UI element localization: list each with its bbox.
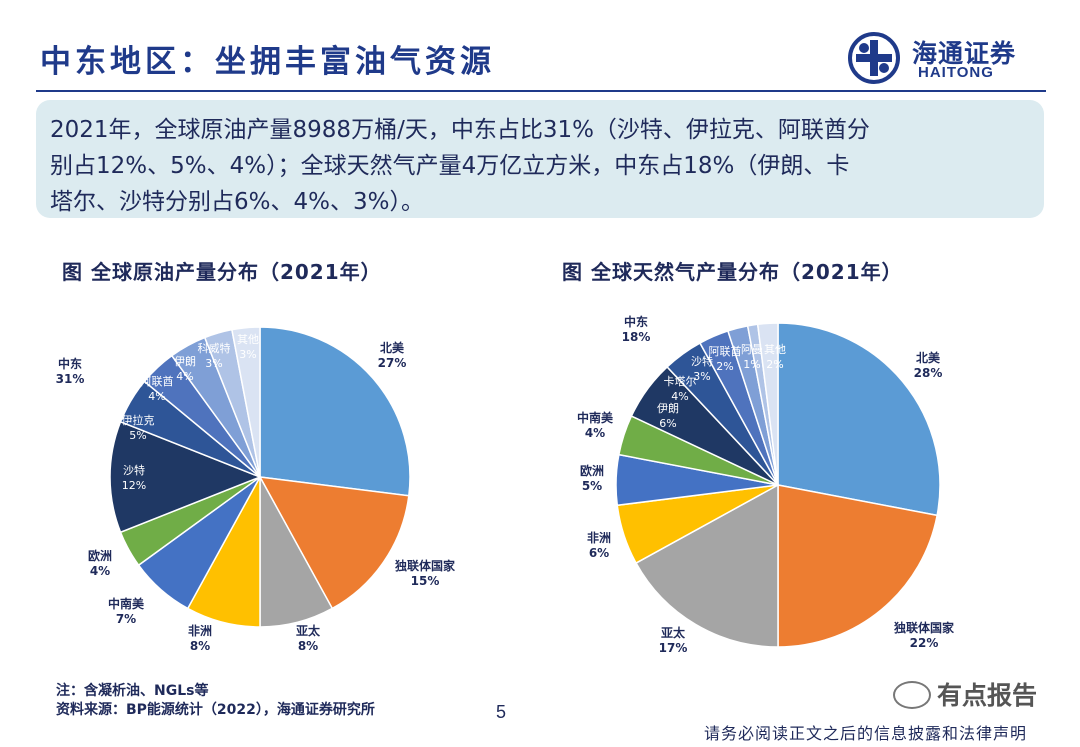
chart1-label-11: 其他 3% — [237, 333, 259, 361]
chart1-slice-6 — [109, 420, 263, 534]
chart2-label-8: 沙特 3% — [691, 354, 713, 383]
chart2-label-2: 亚太 17% — [659, 625, 688, 655]
company-logo: 海通证券 HAITONG — [846, 30, 1046, 86]
chart2-slice-0 — [777, 322, 941, 517]
summary-box: 2021年，全球原油产量8988万桶/天，中东占比31%（沙特、伊拉克、阿联酋分… — [36, 100, 1044, 218]
chart2-label-4: 欧洲 5% — [580, 463, 604, 493]
source-note: 资料来源：BP能源统计（2022），海通证券研究所 — [56, 702, 375, 718]
chart1-label-7: 伊拉克 5% — [122, 413, 155, 442]
logo-text-en: HAITONG — [918, 64, 994, 81]
summary-line-3: 塔尔、沙特分别占6%、4%、3%）。 — [50, 189, 424, 215]
chart2-group-label: 中东 18% — [622, 314, 651, 344]
footnote: 注：含凝析油、NGLs等 — [56, 683, 209, 699]
summary-line-2: 别占12%、5%、4%）；全球天然气产量4万亿立方米，中东占18%（伊朗、卡 — [50, 153, 850, 179]
chart1-label-5: 欧洲 4% — [88, 548, 112, 578]
chart1-label-10: 科威特 3% — [198, 341, 231, 370]
chart1-label-6: 沙特 12% — [122, 463, 146, 492]
chart2-label-1: 独联体国家 22% — [893, 620, 955, 650]
oil-chart-title: 图 全球原油产量分布（2021年） — [62, 260, 382, 284]
gas-chart-title: 图 全球天然气产量分布（2021年） — [562, 260, 903, 284]
chart1-label-2: 亚太 8% — [296, 623, 321, 653]
chart1-label-8: 阿联酋 4% — [141, 374, 174, 403]
chart1-label-1: 独联体国家 15% — [394, 558, 456, 588]
logo-text-cn: 海通证券 — [912, 39, 1017, 68]
haitong-logo-icon — [848, 32, 900, 84]
title-divider — [36, 90, 1046, 92]
chart2-label-9: 阿联酋 2% — [709, 344, 742, 373]
chart2-label-6: 伊朗 6% — [657, 402, 679, 430]
chart2-label-0: 北美 28% — [914, 350, 943, 380]
chart2-slice-1 — [777, 484, 939, 648]
chart2-label-3: 非洲 6% — [587, 530, 611, 560]
watermark-text: 有点报告 — [937, 681, 1038, 710]
chart1-group-label: 中东 31% — [56, 356, 85, 386]
chart2-label-7: 卡塔尔 4% — [664, 375, 697, 403]
chart1-label-4: 中南美 7% — [108, 596, 145, 626]
chart2-label-10: 阿曼 1% — [741, 343, 763, 371]
chart2-label-11: 其他 2% — [764, 343, 786, 371]
chat-bubble-icon — [893, 681, 931, 709]
page-number: 5 — [496, 702, 507, 722]
chart1-slice-0 — [259, 326, 411, 497]
chart1-label-0: 北美 27% — [378, 340, 407, 370]
chart1-label-3: 非洲 8% — [188, 623, 212, 653]
chart1-label-9: 伊朗 4% — [174, 355, 196, 383]
chart1-slice-11 — [231, 326, 261, 478]
chart2-slice-11 — [756, 322, 779, 486]
disclaimer: 请务必阅读正文之后的信息披露和法律声明 — [704, 724, 1028, 743]
page-title: 中东地区：坐拥丰富油气资源 — [40, 44, 495, 80]
watermark: 有点报告 — [893, 676, 1037, 712]
chart2-slice-2 — [635, 483, 779, 648]
summary-line-1: 2021年，全球原油产量8988万桶/天，中东占比31%（沙特、伊拉克、阿联酋分 — [50, 117, 870, 143]
chart2-label-5: 中南美 4% — [577, 410, 614, 440]
chart1-slice-1 — [258, 476, 410, 610]
